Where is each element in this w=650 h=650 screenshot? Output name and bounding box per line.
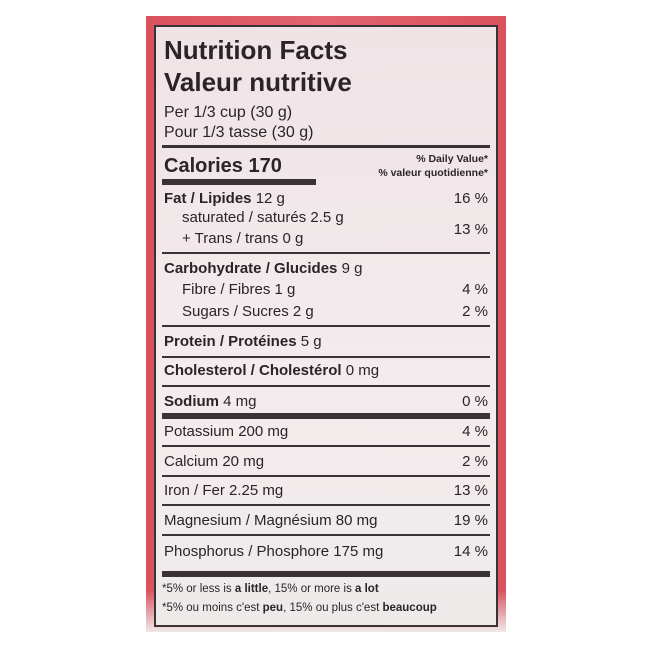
divider xyxy=(162,356,490,358)
divider xyxy=(162,385,490,387)
title-fr: Valeur nutritive xyxy=(164,67,352,97)
title-en: Nutrition Facts xyxy=(164,35,348,65)
divider-thick xyxy=(162,571,490,577)
divider xyxy=(162,445,490,447)
footnote-en: *5% or less is a little, 15% or more is … xyxy=(162,583,379,595)
calories: Calories 170 xyxy=(164,155,282,177)
daily-value-header-en: % Daily Value* xyxy=(416,153,488,165)
divider xyxy=(162,252,490,254)
serving-fr: Pour 1/3 tasse (30 g) xyxy=(164,124,314,141)
divider-thick xyxy=(162,413,490,419)
divider xyxy=(162,534,490,536)
calories-divider xyxy=(162,179,316,185)
divider xyxy=(162,325,490,327)
nutrition-label: Nutrition Facts Valeur nutritive Per 1/3… xyxy=(154,25,498,627)
serving-en: Per 1/3 cup (30 g) xyxy=(164,104,293,121)
divider xyxy=(162,504,490,506)
daily-value-header-fr: % valeur quotidienne* xyxy=(378,167,488,179)
footnote-fr: *5% ou moins c'est peu, 15% ou plus c'es… xyxy=(162,602,437,614)
divider xyxy=(162,475,490,477)
divider xyxy=(162,145,490,148)
